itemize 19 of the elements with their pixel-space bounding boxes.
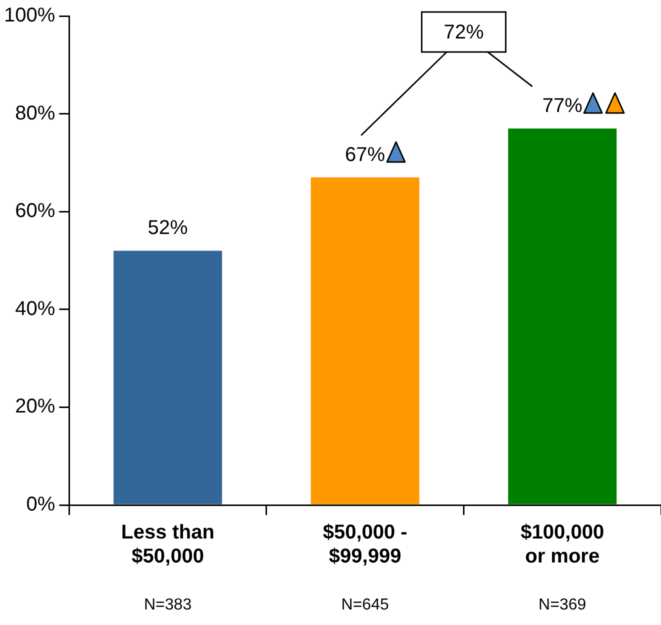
y-tick-label: 100% xyxy=(4,4,56,27)
x-tick-label: Less than $50,000 xyxy=(121,522,214,568)
text: N=645 xyxy=(341,596,389,614)
x-tick-label: $50,000 - $99,999 xyxy=(322,522,408,568)
annotation: 72% xyxy=(444,22,484,44)
bar xyxy=(310,177,420,504)
bar xyxy=(508,128,617,504)
y-tick-label: 80% xyxy=(15,102,56,124)
bar xyxy=(114,250,222,504)
data-label: 67% xyxy=(345,144,386,166)
y-tick-label: 60% xyxy=(15,200,56,222)
x-tick-label: $100,000 or more xyxy=(520,522,604,568)
data-label: 77% xyxy=(542,94,583,117)
y-tick-label: 20% xyxy=(15,396,56,418)
data-label: 52% xyxy=(148,217,188,240)
text: N=369 xyxy=(538,596,586,614)
text: N=383 xyxy=(144,596,192,614)
y-tick-label: 0% xyxy=(26,494,56,516)
y-tick-label: 40% xyxy=(15,298,56,320)
